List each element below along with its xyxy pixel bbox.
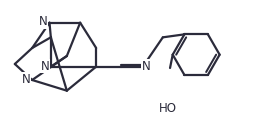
Text: N: N [22, 73, 31, 86]
Text: N: N [39, 15, 48, 28]
Text: HO: HO [159, 102, 177, 114]
Text: N: N [142, 60, 151, 73]
Text: N: N [41, 60, 49, 73]
